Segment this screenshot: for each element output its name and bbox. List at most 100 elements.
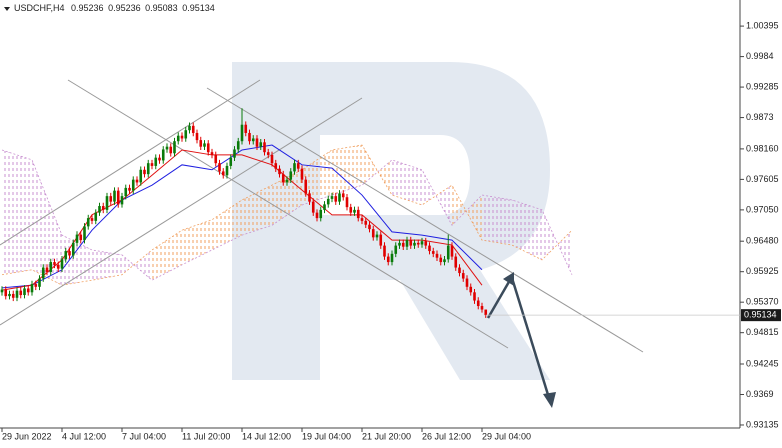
candle-body [360, 218, 364, 221]
candle-body [161, 149, 165, 161]
y-tick-label: 1.00395 [746, 20, 779, 30]
candle-body [319, 209, 323, 219]
candle-body [390, 253, 394, 263]
x-tick-label: 7 Jul 04:00 [122, 431, 166, 441]
candle-body [146, 163, 150, 175]
candle-body [326, 198, 330, 205]
candle-body [188, 125, 191, 131]
price-label: 0.95134 [744, 310, 777, 320]
candle-body [338, 193, 341, 202]
candle-body [251, 138, 255, 142]
candle-body [203, 143, 206, 147]
candle-body [248, 132, 251, 142]
cloud-segment [182, 219, 212, 265]
candle-body [431, 251, 435, 254]
candle-body [71, 242, 75, 256]
candle-body [446, 245, 450, 260]
symbol: USDCHF,H4 [14, 3, 65, 13]
header-open: 0.95236 [71, 3, 104, 13]
candle-body [90, 218, 94, 221]
candle-body [45, 267, 49, 272]
candle-body [383, 245, 386, 257]
candle-body [428, 245, 431, 252]
candle-body [409, 240, 413, 246]
candle-body [195, 132, 199, 141]
candle-body [94, 212, 98, 221]
candle-body [150, 163, 154, 166]
candle-body [210, 152, 214, 155]
candle-body [214, 154, 218, 164]
candle-body [413, 242, 416, 246]
candle-body [19, 290, 23, 296]
cloud-segment [512, 199, 542, 260]
candle-body [184, 130, 188, 139]
candle-body [439, 257, 443, 263]
x-tick-label: 19 Jul 04:00 [302, 431, 351, 441]
candle-body [191, 125, 195, 133]
candle-body [206, 143, 210, 153]
candle-body [323, 204, 326, 210]
candle-body [8, 293, 11, 297]
cloud-segment [242, 185, 272, 236]
candle-body [225, 165, 229, 176]
candle-body [143, 169, 146, 175]
candle-body [371, 229, 375, 238]
candle-body [68, 251, 71, 256]
header-high: 0.95236 [108, 3, 141, 13]
candle-body [285, 179, 289, 183]
menu-triangle [4, 7, 10, 11]
candle-body [334, 196, 338, 202]
y-tick-label: 0.97605 [746, 174, 779, 184]
cloud-segment [332, 145, 362, 196]
candle-body [158, 157, 161, 161]
y-tick-label: 0.9873 [746, 112, 774, 122]
candle-body [41, 267, 45, 279]
candle-body [26, 288, 30, 293]
candle-body [454, 256, 458, 268]
candle-body [116, 190, 120, 205]
cloud-segment [152, 230, 182, 281]
candle-body [221, 171, 225, 176]
x-tick-label: 4 Jul 12:00 [62, 431, 106, 441]
candle-body [233, 149, 236, 158]
x-tick-label: 14 Jul 12:00 [242, 431, 291, 441]
candle-body [341, 193, 345, 198]
candle-body [424, 241, 428, 246]
y-tick-label: 0.95370 [746, 297, 779, 307]
candle-body [38, 278, 41, 287]
candle-body [308, 193, 311, 202]
x-tick-label: 21 Jul 20:00 [362, 431, 411, 441]
candle-body [465, 278, 469, 287]
cloud-segment [122, 249, 152, 281]
candle-body [86, 218, 90, 227]
candle-body [4, 289, 8, 297]
candle-body [443, 259, 446, 263]
candle-body [240, 124, 244, 142]
candle-body [356, 209, 360, 219]
candle-body [368, 224, 371, 230]
candle-body [56, 264, 60, 269]
candle-body [49, 262, 53, 272]
indicator-line [1, 144, 483, 289]
candle-body [229, 157, 233, 166]
candle-body [476, 300, 480, 307]
candle-body [293, 163, 296, 172]
y-tick-label: 0.96480 [746, 236, 779, 246]
candle-body [278, 168, 281, 175]
candle-body [218, 163, 221, 172]
cloud-segment [482, 195, 512, 246]
candle-body [139, 169, 143, 183]
candle-body [75, 234, 79, 243]
y-tick-label: 0.94815 [746, 327, 779, 337]
y-tick-label: 0.94245 [746, 358, 779, 368]
candle-body [83, 226, 86, 241]
candle-body [128, 187, 131, 191]
candle-body [274, 163, 278, 169]
candle-body [105, 196, 109, 210]
cloud-segment [32, 159, 62, 286]
candle-body [420, 241, 424, 245]
cloud-segment [392, 159, 422, 205]
indicator-line [1, 149, 483, 291]
candle-body [281, 174, 285, 183]
y-tick-label: 0.9984 [746, 51, 774, 61]
